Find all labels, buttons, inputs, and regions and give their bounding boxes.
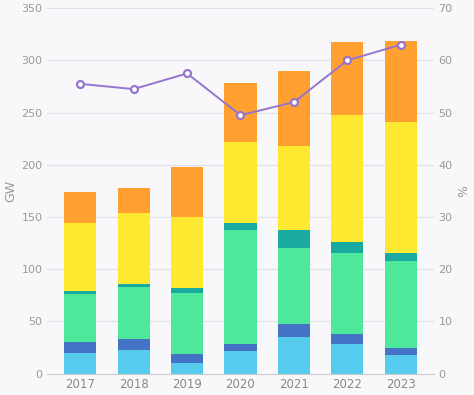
- Bar: [331, 334, 364, 344]
- Bar: [171, 354, 203, 363]
- Bar: [331, 344, 364, 374]
- Bar: [385, 355, 417, 374]
- Bar: [171, 217, 203, 288]
- Bar: [278, 71, 310, 146]
- Bar: [64, 353, 96, 374]
- Y-axis label: %: %: [457, 185, 470, 197]
- Bar: [278, 229, 310, 248]
- Bar: [64, 223, 96, 291]
- Bar: [64, 294, 96, 342]
- Bar: [331, 252, 364, 334]
- Y-axis label: GW: GW: [4, 180, 17, 202]
- Bar: [385, 348, 417, 355]
- Bar: [385, 41, 417, 122]
- Bar: [278, 337, 310, 374]
- Bar: [331, 41, 364, 115]
- Bar: [118, 287, 150, 339]
- Bar: [64, 192, 96, 223]
- Bar: [171, 363, 203, 374]
- Bar: [225, 83, 256, 142]
- Bar: [385, 261, 417, 348]
- Bar: [171, 288, 203, 293]
- Bar: [331, 115, 364, 242]
- Bar: [118, 188, 150, 213]
- Bar: [278, 248, 310, 324]
- Bar: [278, 146, 310, 229]
- Bar: [278, 324, 310, 337]
- Bar: [118, 350, 150, 374]
- Bar: [64, 342, 96, 353]
- Bar: [385, 122, 417, 252]
- Bar: [225, 223, 256, 229]
- Bar: [385, 252, 417, 261]
- Bar: [331, 242, 364, 252]
- Bar: [171, 293, 203, 354]
- Bar: [225, 351, 256, 374]
- Bar: [118, 284, 150, 287]
- Bar: [171, 167, 203, 217]
- Bar: [64, 291, 96, 294]
- Bar: [225, 344, 256, 351]
- Bar: [225, 142, 256, 223]
- Bar: [118, 213, 150, 284]
- Bar: [225, 229, 256, 344]
- Bar: [118, 339, 150, 350]
